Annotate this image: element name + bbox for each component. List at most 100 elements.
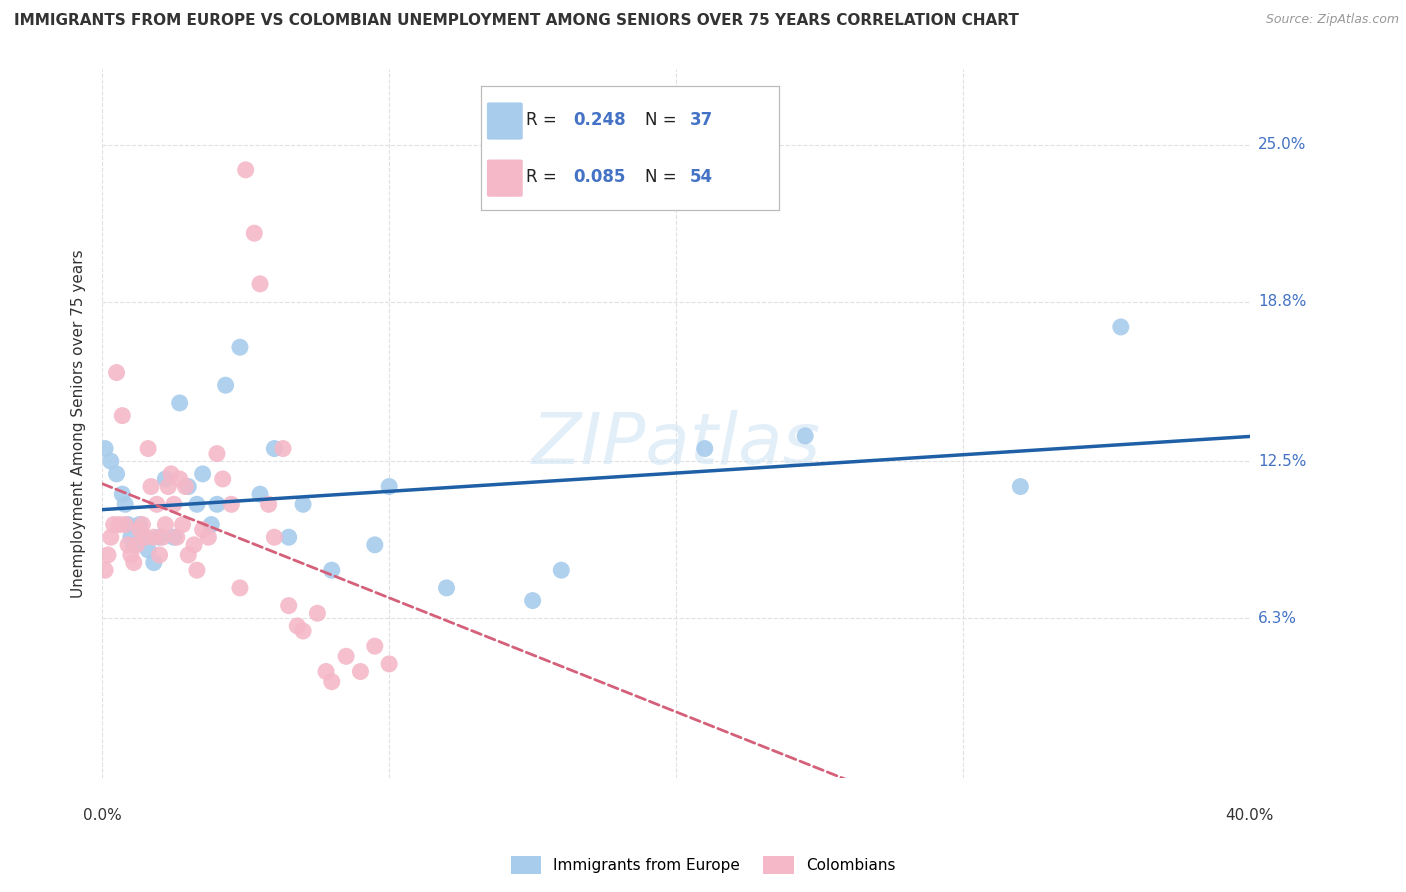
Point — [292, 624, 315, 638]
Text: ZIPatlas: ZIPatlas — [531, 410, 821, 479]
Point — [364, 639, 387, 653]
Point — [149, 548, 172, 562]
Point — [205, 447, 228, 461]
Point — [263, 442, 285, 456]
Point — [257, 497, 280, 511]
Point — [120, 530, 142, 544]
Point — [97, 548, 120, 562]
Point — [321, 563, 343, 577]
Point — [243, 226, 266, 240]
Text: IMMIGRANTS FROM EUROPE VS COLOMBIAN UNEMPLOYMENT AMONG SENIORS OVER 75 YEARS COR: IMMIGRANTS FROM EUROPE VS COLOMBIAN UNEM… — [14, 13, 1019, 29]
Point — [94, 563, 117, 577]
Point — [174, 479, 197, 493]
Text: Source: ZipAtlas.com: Source: ZipAtlas.com — [1265, 13, 1399, 27]
Point — [693, 442, 716, 456]
Point — [94, 442, 117, 456]
Point — [122, 538, 145, 552]
Point — [105, 366, 128, 380]
Point — [120, 548, 142, 562]
Point — [177, 479, 200, 493]
Point — [139, 479, 162, 493]
Point — [214, 378, 236, 392]
Point — [114, 517, 136, 532]
Point — [172, 517, 194, 532]
Point — [131, 517, 153, 532]
Text: 40.0%: 40.0% — [1226, 808, 1274, 823]
Text: 6.3%: 6.3% — [1258, 611, 1298, 626]
Point — [117, 517, 139, 532]
Point — [229, 581, 252, 595]
Point — [197, 530, 219, 544]
Point — [378, 657, 401, 671]
Point — [128, 517, 150, 532]
Point — [103, 517, 125, 532]
Point — [263, 530, 285, 544]
Point — [155, 472, 177, 486]
Point — [205, 497, 228, 511]
Point — [794, 429, 817, 443]
Point — [436, 581, 458, 595]
Point — [142, 556, 165, 570]
Point — [145, 497, 167, 511]
Point — [111, 409, 134, 423]
Point — [134, 530, 156, 544]
Point — [136, 542, 159, 557]
Point — [134, 530, 156, 544]
Point — [292, 497, 315, 511]
Point — [307, 606, 329, 620]
Point — [235, 162, 257, 177]
Point — [229, 340, 252, 354]
Point — [157, 479, 180, 493]
Point — [108, 517, 131, 532]
Point — [149, 530, 172, 544]
Point — [163, 530, 186, 544]
Point — [122, 556, 145, 570]
Point — [186, 497, 208, 511]
Point — [321, 674, 343, 689]
Point — [128, 523, 150, 537]
Point — [249, 277, 271, 291]
Point — [169, 396, 191, 410]
Point — [271, 442, 294, 456]
Point — [142, 530, 165, 544]
Point — [177, 548, 200, 562]
Point — [191, 467, 214, 481]
Point — [163, 497, 186, 511]
Point — [1109, 320, 1132, 334]
Point — [166, 530, 188, 544]
Text: 12.5%: 12.5% — [1258, 454, 1306, 468]
Point — [155, 517, 177, 532]
Point — [277, 599, 299, 613]
Text: 25.0%: 25.0% — [1258, 137, 1306, 152]
Point — [315, 665, 337, 679]
Point — [1010, 479, 1032, 493]
Point — [335, 649, 357, 664]
Y-axis label: Unemployment Among Seniors over 75 years: Unemployment Among Seniors over 75 years — [72, 249, 86, 598]
Point — [285, 619, 308, 633]
Point — [160, 467, 183, 481]
Point — [114, 497, 136, 511]
Point — [125, 538, 148, 552]
Point — [183, 538, 205, 552]
Point — [221, 497, 243, 511]
Point — [152, 530, 174, 544]
Point — [211, 472, 233, 486]
Point — [522, 593, 544, 607]
Point — [550, 563, 572, 577]
Text: 0.0%: 0.0% — [83, 808, 121, 823]
Point — [100, 530, 122, 544]
Legend: Immigrants from Europe, Colombians: Immigrants from Europe, Colombians — [505, 850, 901, 880]
Point — [277, 530, 299, 544]
Point — [169, 472, 191, 486]
Point — [105, 467, 128, 481]
Point — [349, 665, 371, 679]
Point — [186, 563, 208, 577]
Point — [111, 487, 134, 501]
Point — [117, 538, 139, 552]
Point — [378, 479, 401, 493]
Text: 18.8%: 18.8% — [1258, 294, 1306, 310]
Point — [136, 442, 159, 456]
Point — [249, 487, 271, 501]
Point — [100, 454, 122, 468]
Point — [364, 538, 387, 552]
